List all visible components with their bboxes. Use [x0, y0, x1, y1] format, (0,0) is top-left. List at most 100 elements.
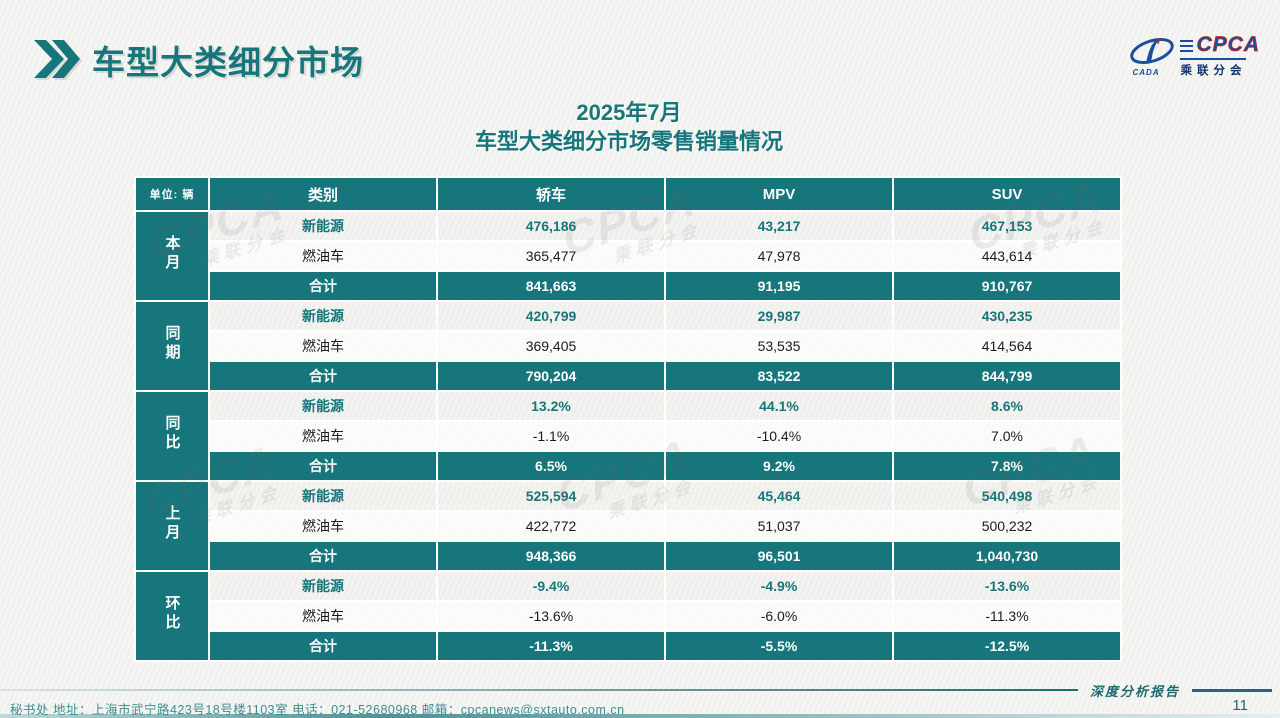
- value-cell: 13.2%: [438, 392, 664, 420]
- row-label: 燃油车: [210, 242, 436, 270]
- row-label: 新能源: [210, 482, 436, 510]
- row-label: 合计: [210, 362, 436, 390]
- table-row: 合计 6.5% 9.2% 7.8%: [136, 452, 1120, 480]
- row-group-label: 环比: [136, 572, 208, 660]
- value-cell: 540,498: [894, 482, 1120, 510]
- table-row: 燃油车 -1.1% -10.4% 7.0%: [136, 422, 1120, 450]
- value-cell: 844,799: [894, 362, 1120, 390]
- value-cell: 841,663: [438, 272, 664, 300]
- sales-table: 单位: 辆 类别 轿车 MPV SUV 本月 新能源 476,186 43,217 46…: [134, 176, 1122, 662]
- value-cell: 369,405: [438, 332, 664, 360]
- cpca-logo: CADA CPCA 乘联分会: [1128, 34, 1260, 78]
- table-row: 上月 新能源 525,594 45,464 540,498: [136, 482, 1120, 570]
- value-cell: 7.0%: [894, 422, 1120, 450]
- value-cell: 414,564: [894, 332, 1120, 360]
- value-cell: 422,772: [438, 512, 664, 540]
- value-cell: -1.1%: [438, 422, 664, 450]
- row-group-label: 上月: [136, 482, 208, 570]
- value-cell: -5.5%: [666, 632, 892, 660]
- row-label: 燃油车: [210, 332, 436, 360]
- row-label: 合计: [210, 542, 436, 570]
- divider-line-right: [1192, 688, 1272, 692]
- value-cell: 365,477: [438, 242, 664, 270]
- value-cell: 44.1%: [666, 392, 892, 420]
- logo-oval-text: CADA: [1132, 68, 1160, 77]
- row-label: 燃油车: [210, 422, 436, 450]
- sales-table-wrap: 单位: 辆 类别 轿车 MPV SUV 本月 新能源 476,186 43,217 46…: [134, 176, 1122, 662]
- value-cell: -6.0%: [666, 602, 892, 630]
- table-title: 2025年7月 车型大类细分市场零售销量情况: [134, 98, 1124, 156]
- value-cell: 1,040,730: [894, 542, 1120, 570]
- table-row: 燃油车 -13.6% -6.0% -11.3%: [136, 602, 1120, 630]
- table-header-row: 单位: 辆 类别 轿车 MPV SUV: [136, 178, 1120, 210]
- table-row: 同期 新能源 420,799 29,987 430,235: [136, 302, 1120, 390]
- value-cell: -4.9%: [666, 572, 892, 600]
- logo-wordmark: CPCA 乘联分会: [1180, 34, 1260, 78]
- logo-oval-icon: [1130, 37, 1175, 65]
- value-cell: -13.6%: [438, 602, 664, 630]
- value-cell: 43,217: [666, 212, 892, 240]
- column-header-mpv: MPV: [666, 178, 892, 210]
- value-cell: 500,232: [894, 512, 1120, 540]
- row-label: 燃油车: [210, 512, 436, 540]
- table-row: 燃油车 369,405 53,535 414,564: [136, 332, 1120, 360]
- column-header-category: 类别: [210, 178, 436, 210]
- value-cell: 7.8%: [894, 452, 1120, 480]
- value-cell: 6.5%: [438, 452, 664, 480]
- report-tag: 深度分析报告: [1090, 683, 1181, 699]
- value-cell: 29,987: [666, 302, 892, 330]
- page-number: 11: [1232, 697, 1248, 714]
- value-cell: 96,501: [666, 542, 892, 570]
- value-cell: 525,594: [438, 482, 664, 510]
- row-label: 合计: [210, 452, 436, 480]
- value-cell: 51,037: [666, 512, 892, 540]
- row-label: 新能源: [210, 212, 436, 240]
- value-cell: 45,464: [666, 482, 892, 510]
- row-group-label: 本月: [136, 212, 208, 300]
- table-row: 本月 新能源 476,186 43,217 467,153: [136, 212, 1120, 300]
- value-cell: -12.5%: [894, 632, 1120, 660]
- logo-stripes-icon: [1180, 37, 1194, 52]
- page-title: 车型大类细分市场: [92, 44, 364, 81]
- table-row: 燃油车 365,477 47,978 443,614: [136, 242, 1120, 270]
- unit-label: 单位: 辆: [136, 178, 208, 210]
- table-row: 合计 841,663 91,195 910,767: [136, 272, 1120, 300]
- value-cell: -11.3%: [894, 602, 1120, 630]
- row-label: 燃油车: [210, 602, 436, 630]
- value-cell: -13.6%: [894, 572, 1120, 600]
- row-group-label: 同比: [136, 392, 208, 480]
- table-row: 合计 948,366 96,501 1,040,730: [136, 542, 1120, 570]
- row-group-label: 同期: [136, 302, 208, 390]
- value-cell: 83,522: [666, 362, 892, 390]
- table-row: 同比 新能源 13.2% 44.1% 8.6%: [136, 392, 1120, 480]
- value-cell: 420,799: [438, 302, 664, 330]
- row-label: 合计: [210, 632, 436, 660]
- row-label: 新能源: [210, 572, 436, 600]
- value-cell: -11.3%: [438, 632, 664, 660]
- logo-chinese-name: 乘联分会: [1180, 58, 1247, 78]
- value-cell: 91,195: [666, 272, 892, 300]
- logo-cpca-text: CPCA: [1196, 33, 1260, 56]
- value-cell: 53,535: [666, 332, 892, 360]
- value-cell: 910,767: [894, 272, 1120, 300]
- value-cell: 790,204: [438, 362, 664, 390]
- bottom-accent-bar: [0, 714, 1280, 718]
- value-cell: 47,978: [666, 242, 892, 270]
- value-cell: 443,614: [894, 242, 1120, 270]
- value-cell: -9.4%: [438, 572, 664, 600]
- footer-divider: 深度分析报告: [0, 683, 1280, 699]
- value-cell: 9.2%: [666, 452, 892, 480]
- table-row: 燃油车 422,772 51,037 500,232: [136, 512, 1120, 540]
- cada-oval-logo: CADA: [1128, 35, 1176, 77]
- double-chevron-icon: [34, 40, 80, 78]
- value-cell: -10.4%: [666, 422, 892, 450]
- table-title-date: 2025年7月: [576, 100, 682, 125]
- value-cell: 467,153: [894, 212, 1120, 240]
- value-cell: 476,186: [438, 212, 664, 240]
- row-label: 新能源: [210, 302, 436, 330]
- column-header-suv: SUV: [894, 178, 1120, 210]
- table-row: 环比 新能源 -9.4% -4.9% -13.6%: [136, 572, 1120, 660]
- divider-line-left: [0, 689, 1078, 691]
- row-label: 合计: [210, 272, 436, 300]
